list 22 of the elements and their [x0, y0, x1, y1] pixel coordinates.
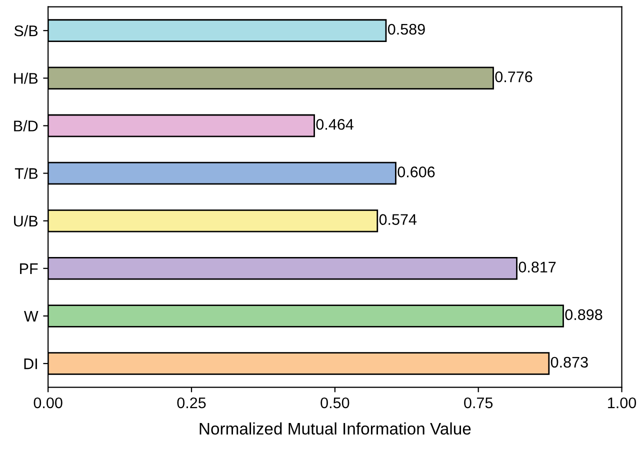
y-tick-label: B/D [14, 120, 38, 132]
y-tick-label: W [24, 310, 38, 322]
data-label: 0.898 [565, 309, 602, 320]
x-tick-label: 0.00 [34, 397, 62, 408]
data-label: 0.606 [398, 166, 435, 178]
data-label: 0.776 [495, 71, 532, 82]
x-tick-label: 0.50 [320, 397, 350, 408]
y-tick-label: S/B [14, 25, 38, 36]
y-tick-label: DI [24, 358, 37, 370]
x-tick-label: 0.75 [464, 397, 493, 408]
y-tick-label: H/B [14, 72, 38, 84]
data-label: 0.817 [518, 262, 556, 273]
y-tick-label: T/B [14, 168, 38, 179]
y-tick-label: PF [20, 263, 38, 274]
data-label: 0.464 [316, 118, 354, 130]
x-axis-title: Normalized Mutual Information Value [200, 422, 471, 435]
x-tick-label: 0.25 [177, 397, 206, 408]
y-tick-label: U/B [14, 215, 38, 227]
data-label: 0.873 [550, 356, 588, 368]
data-label: 0.589 [388, 24, 425, 35]
x-tick-label: 1.00 [608, 397, 636, 408]
data-label: 0.574 [379, 214, 417, 225]
